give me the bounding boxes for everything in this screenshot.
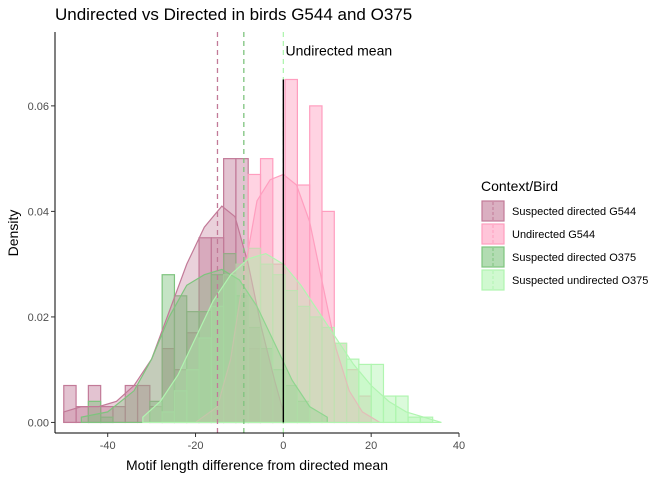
density-curve-1 <box>193 173 383 424</box>
legend-label-2: Suspected directed O375 <box>512 252 636 264</box>
chart-title: Undirected vs Directed in birds G544 and… <box>55 5 412 24</box>
x-tick-label-1: -20 <box>188 440 204 452</box>
legend-swatch-3 <box>481 269 505 291</box>
x-tick-label-0: -40 <box>100 440 116 452</box>
annotation-0: Undirected mean <box>286 43 393 59</box>
legend-label-0: Suspected directed G544 <box>512 206 636 218</box>
x-axis-ticks: -40 -20 0 20 40 <box>100 433 465 452</box>
y-tick-label-2: 0.04 <box>28 206 49 218</box>
legend-swatch-0 <box>481 200 505 222</box>
legend-title: Context/Bird <box>481 178 558 194</box>
x-tick-label-3: 20 <box>365 440 377 452</box>
x-axis-label: Motif length difference from directed me… <box>126 457 388 473</box>
legend-items: Suspected directed G544 Undirected G544 Su… <box>481 200 648 291</box>
mean-lines <box>216 32 285 433</box>
x-tick-label-4: 40 <box>453 440 465 452</box>
density-curve-2 <box>80 268 328 424</box>
y-tick-label-1: 0.02 <box>28 312 49 324</box>
legend-swatch-1 <box>481 223 505 245</box>
x-tick-label-2: 0 <box>280 440 286 452</box>
y-tick-label-0: 0.00 <box>28 417 49 429</box>
legend-swatch-2 <box>481 246 505 268</box>
legend: Context/Bird Suspected directed G544 Undi… <box>481 178 648 291</box>
y-tick-label-3: 0.06 <box>28 101 49 113</box>
legend-label-3: Suspected undirected O375 <box>512 275 648 287</box>
annotations: Undirected mean <box>286 43 393 59</box>
y-axis-label: Density <box>5 210 21 257</box>
y-axis-ticks: 0.00 0.02 0.04 0.06 <box>28 101 55 429</box>
legend-label-1: Undirected G544 <box>512 229 595 241</box>
